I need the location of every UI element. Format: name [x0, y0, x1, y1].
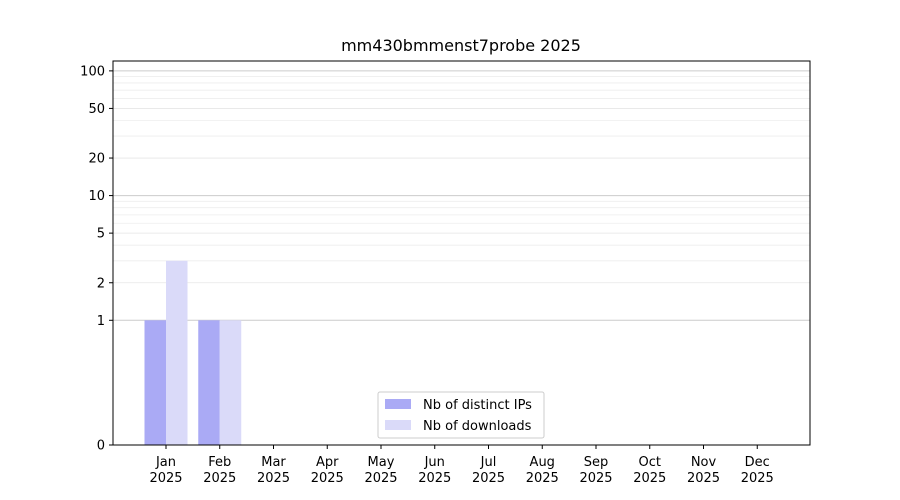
x-tick-label: 2025 — [579, 471, 612, 486]
bar-downloads — [166, 260, 188, 445]
plot-frame — [112, 60, 811, 446]
x-tick-label: 2025 — [257, 471, 290, 486]
y-tick-label: 2 — [97, 276, 105, 291]
y-tick-label: 0 — [97, 439, 105, 454]
x-tick-label: 2025 — [526, 471, 559, 486]
chart-title: mm430bmmenst7probe 2025 — [341, 36, 581, 55]
x-tick-label: 2025 — [472, 471, 505, 486]
x-tick-label: Nov — [691, 455, 717, 470]
legend-swatch-downloads — [385, 420, 411, 430]
x-tick-label: Jan — [155, 455, 176, 470]
legend-box — [377, 391, 545, 439]
y-tick-label: 50 — [88, 102, 105, 117]
x-tick-label: Dec — [745, 455, 770, 470]
x-tick-label: Aug — [530, 455, 555, 470]
legend: Nb of distinct IPs Nb of downloads — [377, 391, 545, 439]
x-tick-label: Feb — [208, 455, 231, 470]
y-tick-label: 20 — [88, 152, 105, 167]
y-tick-label: 5 — [97, 227, 105, 242]
y-tick-label: 10 — [88, 189, 105, 204]
x-tick-label: 2025 — [203, 471, 236, 486]
x-tick-label: 2025 — [687, 471, 720, 486]
y-tick-label: 100 — [80, 64, 105, 79]
x-tick-label: Sep — [584, 455, 609, 470]
x-tick-label: 2025 — [149, 471, 182, 486]
x-tick-label: May — [368, 455, 395, 470]
x-tick-label: Apr — [316, 455, 339, 470]
legend-label-distinct-ips: Nb of distinct IPs — [423, 398, 532, 413]
legend-label-downloads: Nb of downloads — [423, 419, 532, 434]
x-tick-label: Jul — [480, 455, 497, 470]
x-tick-label: 2025 — [364, 471, 397, 486]
x-tick-label: Oct — [639, 455, 661, 470]
x-tick-label: 2025 — [418, 471, 451, 486]
bar-distinct-ips — [198, 320, 220, 445]
bar-downloads — [219, 320, 242, 445]
x-tick-label: 2025 — [633, 471, 666, 486]
x-tick-label: 2025 — [311, 471, 344, 486]
legend-swatch-distinct-ips — [385, 399, 411, 409]
x-tick-label: Jun — [424, 455, 445, 470]
x-tick-label: Mar — [261, 455, 286, 470]
y-tick-label: 1 — [97, 314, 105, 329]
bar-distinct-ips — [144, 320, 166, 445]
x-tick-label: 2025 — [741, 471, 774, 486]
